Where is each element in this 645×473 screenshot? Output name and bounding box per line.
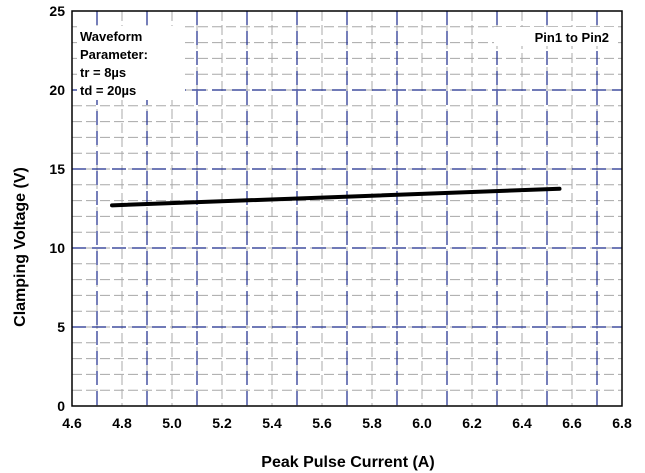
x-tick-label: 6.0: [412, 415, 432, 431]
x-tick-label: 5.2: [212, 415, 232, 431]
y-tick-label: 5: [57, 319, 65, 335]
waveform-td-label: td = 20µs: [80, 83, 136, 98]
pin-annotation-box: [494, 27, 614, 46]
y-tick-label: 0: [57, 398, 65, 414]
y-tick-label: 20: [49, 82, 65, 98]
pin-annotation: Pin1 to Pin2: [494, 27, 614, 46]
series-line: [110, 186, 562, 208]
x-tick-label: 4.8: [112, 415, 132, 431]
x-axis-title: Peak Pulse Current (A): [261, 454, 434, 471]
pin-label: Pin1 to Pin2: [535, 30, 609, 45]
y-tick-labels: 0 5 10 15 20 25: [49, 3, 65, 414]
x-tick-label: 5.6: [312, 415, 332, 431]
x-tick-label: 4.6: [62, 415, 82, 431]
x-tick-label: 6.4: [512, 415, 532, 431]
x-tick-label: 6.8: [612, 415, 632, 431]
waveform-annotation: Waveform Parameter: tr = 8µs td = 20µs: [77, 26, 185, 100]
waveform-tr-label: tr = 8µs: [80, 65, 126, 80]
x-tick-labels: 4.6 4.8 5.0 5.2 5.4 5.6 5.8 6.0 6.2 6.4 6.6 6.8: [62, 415, 632, 431]
plot-frame: [71, 10, 623, 407]
waveform-parameter-label: Parameter:: [80, 47, 148, 62]
x-tick-label: 5.0: [162, 415, 182, 431]
y-axis-title: Clamping Voltage (V): [12, 167, 29, 327]
x-tick-label: 6.2: [462, 415, 482, 431]
x-tick-label: 5.4: [262, 415, 282, 431]
series-layer: [110, 186, 562, 208]
y-tick-label: 10: [49, 240, 65, 256]
waveform-label: Waveform: [80, 29, 142, 44]
y-tick-label: 15: [49, 161, 65, 177]
waveform-annotation-box: [77, 26, 185, 100]
x-tick-label: 5.8: [362, 415, 382, 431]
x-tick-label: 6.6: [562, 415, 582, 431]
y-tick-label: 25: [49, 3, 65, 19]
